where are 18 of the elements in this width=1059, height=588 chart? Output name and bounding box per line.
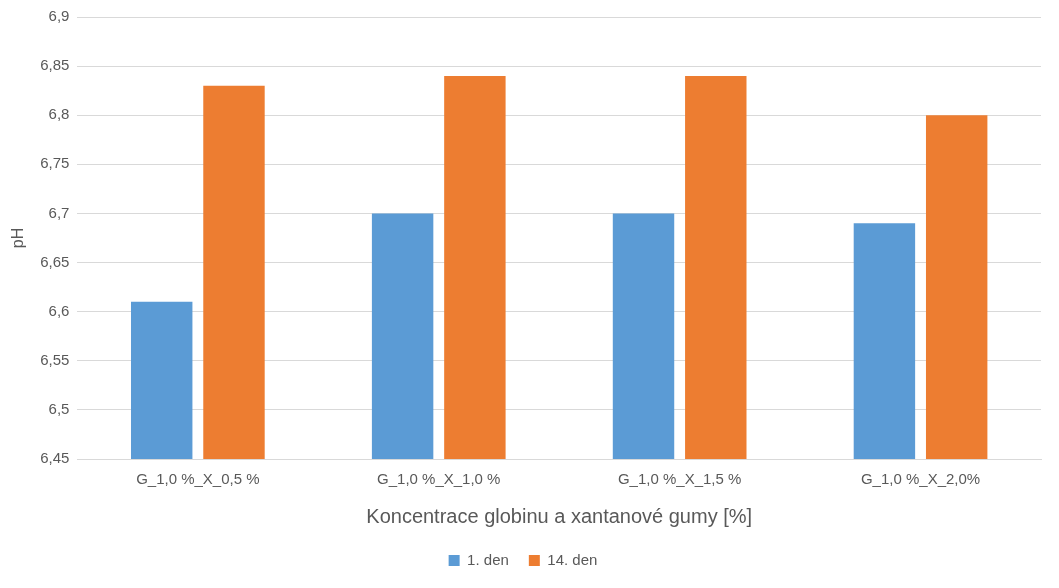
legend-label: 1. den xyxy=(467,550,509,568)
x-tick-label: G_1,0 %_X_1,5 % xyxy=(617,470,742,488)
y-tick-label: 6,65 xyxy=(40,252,70,270)
y-tick-label: 6,75 xyxy=(40,154,70,172)
x-tick-label: G_1,0 %_X_2,0% xyxy=(860,470,981,488)
y-tick-label: 6,7 xyxy=(48,203,70,221)
y-tick-label: 6,5 xyxy=(48,400,70,418)
y-tick-label: 6,45 xyxy=(40,449,70,467)
x-axis-title: Koncentrace globinu a xantanové gumy [%] xyxy=(366,504,753,527)
y-axis-title: pH xyxy=(9,227,27,249)
y-tick-label: 6,55 xyxy=(40,350,70,368)
y-tick-label: 6,9 xyxy=(48,7,70,25)
legend-label: 14. den xyxy=(547,550,598,568)
x-tick-label: G_1,0 %_X_0,5 % xyxy=(136,470,260,488)
y-tick-label: 6,85 xyxy=(40,56,70,74)
x-tick-label: G_1,0 %_X_1,0 % xyxy=(377,470,501,488)
y-tick-label: 6,8 xyxy=(48,105,70,123)
y-tick-label: 6,6 xyxy=(48,301,70,319)
